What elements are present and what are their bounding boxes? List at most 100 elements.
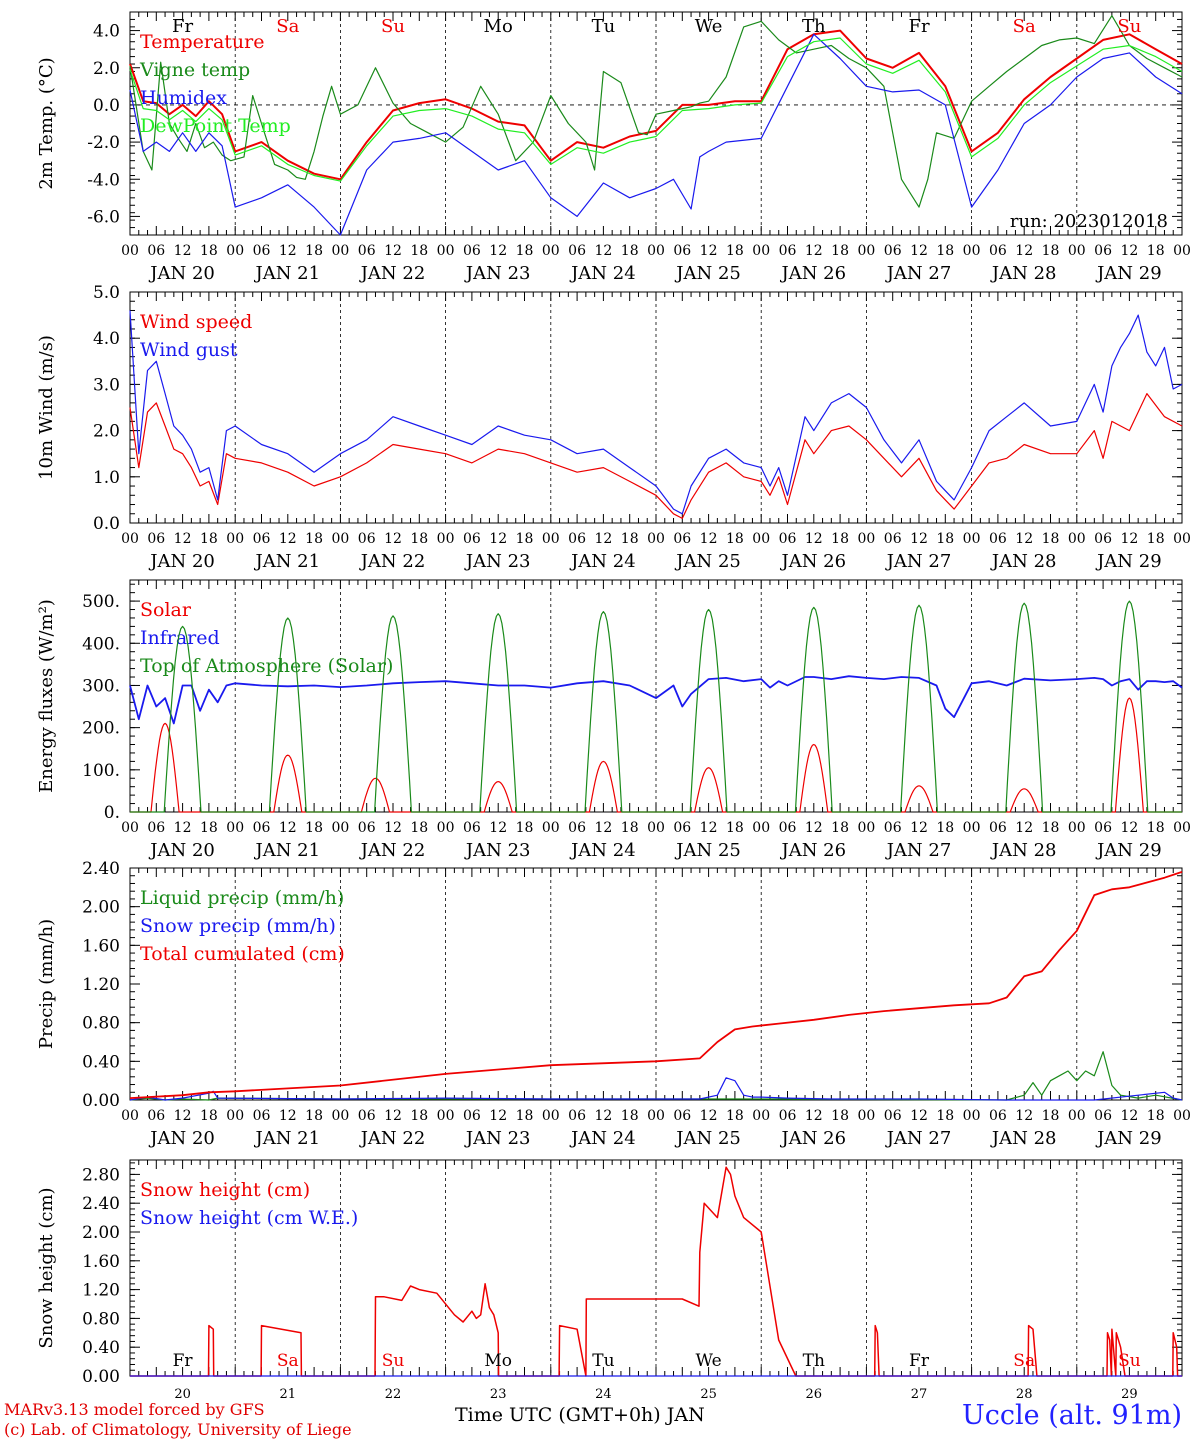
hour-tick-label: 18 bbox=[621, 243, 639, 259]
lab-credit: (c) Lab. of Climatology, University of L… bbox=[4, 1420, 352, 1439]
hour-tick-label: 06 bbox=[989, 531, 1007, 547]
weekday-label: Th bbox=[803, 1351, 825, 1371]
hour-tick-label: 00 bbox=[752, 1108, 770, 1124]
legend-entry: Wind speed bbox=[140, 311, 252, 333]
hour-tick-label: 00 bbox=[1173, 531, 1191, 547]
date-label: JAN 26 bbox=[780, 1128, 847, 1149]
hour-tick-label: 18 bbox=[516, 1108, 534, 1124]
hour-tick-label: 00 bbox=[963, 531, 981, 547]
y-axis-label: Precip (mm/h) bbox=[36, 919, 57, 1049]
date-label: JAN 25 bbox=[674, 551, 741, 572]
date-label: JAN 27 bbox=[885, 840, 952, 861]
legend-entry: Snow height (cm W.E.) bbox=[140, 1207, 358, 1229]
date-label: JAN 20 bbox=[148, 551, 215, 572]
series-line bbox=[130, 600, 1182, 813]
y-tick-label: 400. bbox=[82, 634, 120, 654]
date-label: JAN 22 bbox=[359, 1128, 426, 1149]
date-label: JAN 26 bbox=[780, 263, 847, 284]
hour-tick-label: 00 bbox=[857, 1108, 875, 1124]
day-number-label: 22 bbox=[385, 1387, 402, 1402]
hour-tick-label: 06 bbox=[884, 1108, 902, 1124]
hour-tick-label: 12 bbox=[384, 243, 402, 259]
hour-tick-label: 18 bbox=[936, 1108, 954, 1124]
hour-tick-label: 18 bbox=[831, 531, 849, 547]
hour-tick-label: 18 bbox=[305, 1108, 323, 1124]
hour-tick-label: 06 bbox=[989, 820, 1007, 836]
hour-tick-label: 18 bbox=[200, 820, 218, 836]
hour-tick-label: 06 bbox=[463, 531, 481, 547]
y-tick-label: 0.00 bbox=[82, 1091, 120, 1111]
date-label: JAN 28 bbox=[990, 551, 1057, 572]
model-credit: MARv3.13 model forced by GFS bbox=[4, 1400, 265, 1419]
hour-tick-label: 18 bbox=[1147, 1108, 1165, 1124]
date-label: JAN 23 bbox=[464, 1128, 531, 1149]
hour-tick-label: 00 bbox=[857, 531, 875, 547]
hour-tick-label: 12 bbox=[279, 243, 297, 259]
hour-tick-label: 00 bbox=[752, 531, 770, 547]
station-name: Uccle (alt. 91m) bbox=[962, 1400, 1182, 1431]
weekday-label: Sa bbox=[1013, 16, 1036, 37]
hour-tick-label: 18 bbox=[410, 531, 428, 547]
hour-tick-label: 12 bbox=[1015, 531, 1033, 547]
hour-tick-label: 06 bbox=[147, 531, 165, 547]
date-label: JAN 29 bbox=[1095, 263, 1162, 284]
date-label: JAN 27 bbox=[885, 551, 952, 572]
hour-tick-label: 06 bbox=[779, 1108, 797, 1124]
y-axis-label: 2m Temp. (°C) bbox=[36, 57, 57, 189]
date-label: JAN 25 bbox=[674, 263, 741, 284]
date-label: JAN 26 bbox=[780, 840, 847, 861]
weekday-label: Mo bbox=[484, 1351, 512, 1371]
hour-tick-label: 12 bbox=[700, 1108, 718, 1124]
y-tick-label: 0.00 bbox=[82, 1367, 120, 1387]
legend-entry: Vigne temp bbox=[139, 59, 250, 81]
y-tick-label: 5.0 bbox=[93, 283, 120, 303]
hour-tick-label: 00 bbox=[1173, 820, 1191, 836]
hour-tick-label: 06 bbox=[1094, 531, 1112, 547]
hour-tick-label: 00 bbox=[647, 531, 665, 547]
date-label: JAN 20 bbox=[148, 1128, 215, 1149]
legend-entry: Temperature bbox=[140, 31, 264, 53]
series-line bbox=[129, 393, 1183, 519]
hour-tick-label: 18 bbox=[516, 531, 534, 547]
hour-tick-label: 00 bbox=[331, 531, 349, 547]
y-tick-label: -6.0 bbox=[87, 207, 120, 227]
legend-entry: Top of Atmosphere (Solar) bbox=[140, 655, 393, 677]
day-number-label: 28 bbox=[1016, 1387, 1033, 1402]
hour-tick-label: 06 bbox=[884, 820, 902, 836]
date-label: JAN 20 bbox=[148, 263, 215, 284]
date-label: JAN 22 bbox=[359, 263, 426, 284]
date-label: JAN 22 bbox=[359, 551, 426, 572]
hour-tick-label: 00 bbox=[1173, 1108, 1191, 1124]
y-tick-label: 2.40 bbox=[82, 859, 120, 879]
y-tick-label: 4.0 bbox=[93, 22, 120, 42]
hour-tick-label: 00 bbox=[226, 820, 244, 836]
date-label: JAN 23 bbox=[464, 263, 531, 284]
legend-entry: Snow precip (mm/h) bbox=[140, 915, 336, 937]
hour-tick-label: 06 bbox=[779, 820, 797, 836]
legend-entry: Snow height (cm) bbox=[140, 1179, 310, 1201]
hour-tick-label: 06 bbox=[568, 243, 586, 259]
hour-tick-label: 12 bbox=[1120, 820, 1138, 836]
hour-tick-label: 00 bbox=[542, 531, 560, 547]
hour-tick-label: 12 bbox=[489, 1108, 507, 1124]
series-line bbox=[129, 871, 1183, 1099]
date-label: JAN 28 bbox=[990, 263, 1057, 284]
date-label: JAN 25 bbox=[674, 840, 741, 861]
hour-tick-label: 06 bbox=[253, 243, 271, 259]
hour-tick-label: 12 bbox=[489, 820, 507, 836]
hour-tick-label: 06 bbox=[253, 1108, 271, 1124]
day-number-label: 25 bbox=[700, 1387, 717, 1402]
hour-tick-label: 06 bbox=[358, 1108, 376, 1124]
series-line bbox=[129, 310, 1183, 515]
hour-tick-label: 06 bbox=[673, 243, 691, 259]
series-line bbox=[129, 15, 1183, 208]
hour-tick-label: 18 bbox=[1042, 243, 1060, 259]
series-line bbox=[130, 1166, 1182, 1377]
hour-tick-label: 12 bbox=[805, 820, 823, 836]
hour-tick-label: 00 bbox=[121, 243, 139, 259]
y-axis-label: Snow height (cm) bbox=[36, 1187, 57, 1348]
hour-tick-label: 12 bbox=[805, 1108, 823, 1124]
hour-tick-label: 00 bbox=[437, 531, 455, 547]
weekday-label: Tu bbox=[592, 16, 616, 37]
hour-tick-label: 06 bbox=[989, 243, 1007, 259]
